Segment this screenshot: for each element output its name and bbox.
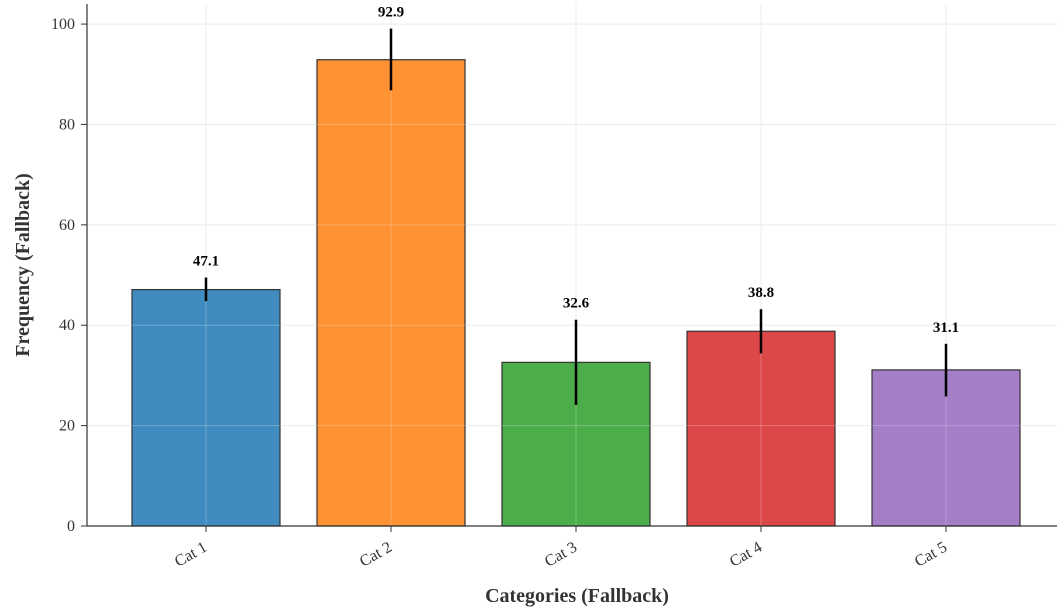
- value-label: 32.6: [563, 296, 590, 312]
- y-tick-label: 40: [59, 317, 75, 334]
- error-bar-layer: [204, 28, 948, 406]
- y-tick-label: 80: [59, 116, 75, 133]
- x-tick-label: Cat 5: [912, 539, 950, 571]
- x-tick-label: Cat 2: [357, 539, 395, 571]
- value-label: 47.1: [193, 254, 219, 270]
- value-label: 31.1: [933, 320, 959, 336]
- x-tick-layer: Cat 1 Cat 2 Cat 3 Cat 4 Cat 5: [172, 526, 950, 571]
- x-tick-label: Cat 1: [172, 539, 210, 571]
- x-axis-title: Categories (Fallback): [485, 585, 669, 607]
- y-tick-label: 60: [59, 217, 75, 234]
- y-tick-label: 100: [51, 16, 75, 33]
- y-axis-title: Frequency (Fallback): [12, 173, 34, 357]
- value-label-layer: 47.1 92.9 32.6 38.8 31.1: [193, 5, 959, 336]
- y-tick-layer: 0 20 40 60 80 100: [51, 16, 87, 535]
- bar: [686, 330, 836, 527]
- value-label: 38.8: [748, 285, 774, 301]
- bar: [316, 59, 466, 527]
- x-tick-label: Cat 3: [542, 539, 580, 571]
- bar-layer: [131, 59, 1021, 527]
- axis-layer: [86, 4, 1057, 527]
- value-label: 92.9: [378, 5, 404, 21]
- y-tick-label: 20: [59, 418, 75, 435]
- x-tick-label: Cat 4: [727, 539, 765, 571]
- bar: [131, 288, 281, 527]
- y-tick-label: 0: [67, 518, 75, 535]
